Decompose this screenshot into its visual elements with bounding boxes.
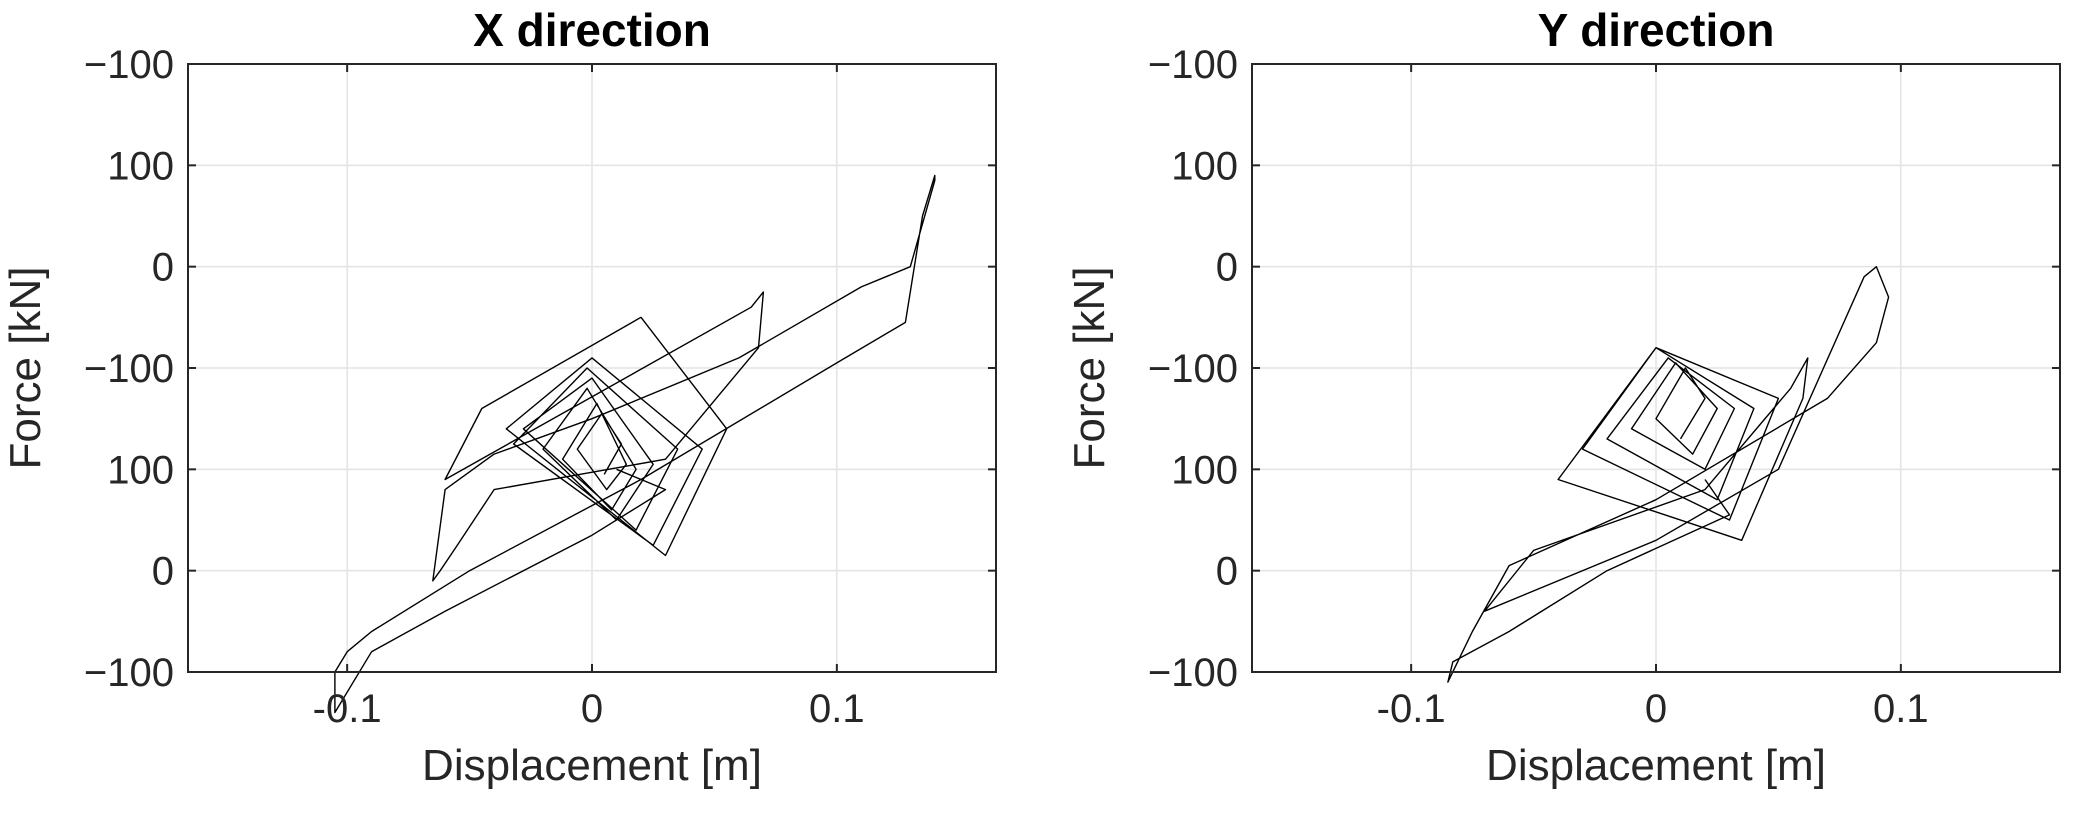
x-tick-label: 0 xyxy=(581,687,603,731)
y-tick-label: −100 xyxy=(84,347,174,391)
x-tick-label: -0.1 xyxy=(313,687,382,731)
y-axis-label: Force [kN] xyxy=(1065,267,1114,470)
y-tick-label: 0 xyxy=(152,246,174,290)
y-tick-label: 100 xyxy=(1171,144,1238,188)
y-tick-label: 100 xyxy=(1171,448,1238,492)
chart-title: Y direction xyxy=(1538,4,1775,56)
hysteresis-series xyxy=(334,174,936,714)
y-direction-plot: -0.1 0 0.1 −100 100 0 −100 100 0 −100 Y direction D… xyxy=(1065,4,2061,790)
y-tick-label: −100 xyxy=(1148,43,1238,87)
y-tick-label: −100 xyxy=(1148,651,1238,695)
y-tick-label: 0 xyxy=(1216,550,1238,594)
y-tick-label: 100 xyxy=(107,448,174,492)
y-tick-label: 100 xyxy=(107,144,174,188)
y-tick-label: 0 xyxy=(152,550,174,594)
y-tick-label: −100 xyxy=(84,651,174,695)
y-tick-label: −100 xyxy=(84,43,174,87)
x-axis-label: Displacement [m] xyxy=(422,741,762,790)
chart-title: X direction xyxy=(473,4,711,56)
x-tick-label: 0 xyxy=(1645,687,1667,731)
y-axis-label: Force [kN] xyxy=(1,267,50,470)
x-tick-label: -0.1 xyxy=(1377,687,1446,731)
hysteresis-series xyxy=(1447,266,1890,683)
x-direction-plot: -0.1 0 0.1 −100 100 0 −100 100 0 −100 X direction D… xyxy=(1,4,997,790)
x-tick-label: 0.1 xyxy=(1873,687,1929,731)
y-tick-label: 0 xyxy=(1216,246,1238,290)
x-tick-label: 0.1 xyxy=(809,687,865,731)
y-tick-label: −100 xyxy=(1148,347,1238,391)
x-axis-label: Displacement [m] xyxy=(1486,741,1826,790)
